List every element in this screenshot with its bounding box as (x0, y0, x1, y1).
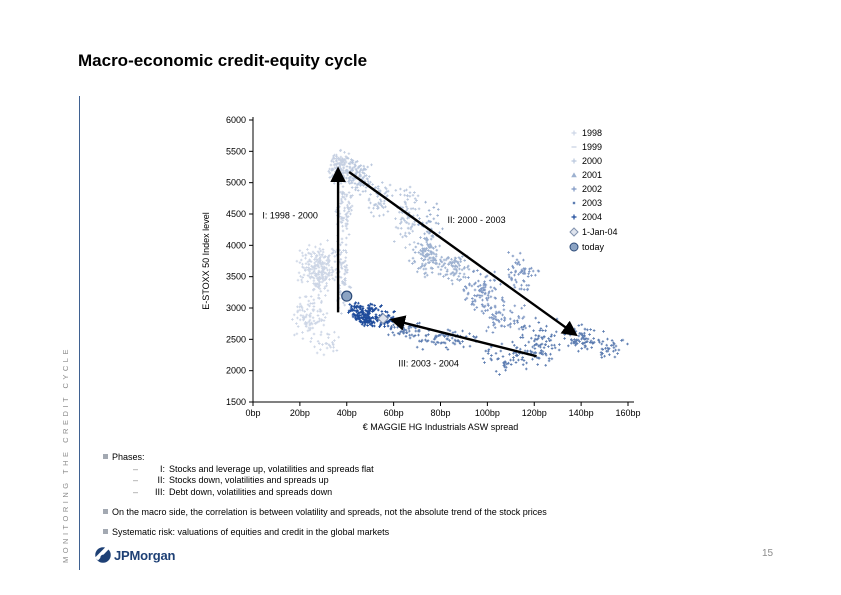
chart-container: I: 1998 - 2000 II: 2000 - 2003 III: 2003 -… (190, 105, 660, 450)
phase-text: Stocks and leverage up, volatilities and… (169, 463, 374, 474)
jpmorgan-logo: JPMorgan (94, 546, 175, 564)
cycle-arrow-3 (389, 315, 537, 358)
y-tick-label: 3000 (226, 303, 246, 313)
credit-equity-cycle-chart: I: 1998 - 2000 II: 2000 - 2003 III: 2003 -… (201, 115, 641, 432)
phases-heading-row: Phases: (103, 452, 783, 464)
cycle-arrow-2 (348, 171, 578, 337)
phase-annotation-3: III: 2003 - 2004 (398, 358, 459, 368)
legend-label-1999: 1999 (582, 142, 602, 152)
dash-icon: – (133, 475, 139, 485)
legend-label-2004: 2004 (582, 212, 602, 222)
y-tick-label: 2000 (226, 366, 246, 376)
bullet-item: On the macro side, the correlation is be… (103, 507, 783, 519)
y-tick-label: 4000 (226, 240, 246, 250)
x-tick-label: 100bp (475, 408, 500, 418)
side-label: MONITORING THE CREDIT CYCLE (61, 345, 70, 563)
y-tick-label: 3500 (226, 272, 246, 282)
marker-1-Jan-04 (377, 312, 389, 325)
legend-label-2000: 2000 (582, 156, 602, 166)
scatter-series-2001 (407, 200, 471, 286)
phase-numeral: II: (157, 475, 165, 485)
scatter-series-2002 (462, 251, 541, 334)
phases-heading: Phases: (112, 452, 145, 462)
legend-label-1998: 1998 (582, 128, 602, 138)
axes (249, 117, 634, 406)
x-tick-label: 120bp (522, 408, 547, 418)
x-tick-label: 80bp (430, 408, 450, 418)
x-tick-label: 40bp (337, 408, 357, 418)
y-axis-title: E-STOXX 50 Index level (201, 212, 211, 309)
footer-notes: Phases: – I: Stocks and leverage up, vol… (103, 452, 783, 538)
bullet-text: On the macro side, the correlation is be… (112, 507, 547, 517)
phase-text: Stocks down, volatilities and spreads up (169, 475, 329, 485)
scatter-series-2004 (347, 301, 396, 331)
phase-annotation-2: II: 2000 - 2003 (448, 215, 506, 225)
bullet-icon (103, 509, 108, 515)
dash-icon: – (133, 463, 139, 474)
legend: 1998 1999 2000 2001 2002 2003 2004 1-Jan-04 toda… (569, 128, 618, 252)
phase-text: Debt down, volatilities and spreads down (169, 486, 333, 497)
scatter-series-2000 (341, 157, 421, 249)
vertical-rule (79, 96, 80, 570)
phase-numeral: III: (154, 486, 165, 497)
y-tick-label: 1500 (226, 397, 246, 407)
bullet-text: Systematic risk: valuations of equities … (112, 526, 390, 537)
phase-numeral: I: (159, 463, 165, 474)
phase-item: – II: Stocks down, volatilities and spre… (133, 475, 783, 487)
page-number: 15 (762, 548, 774, 559)
x-tick-label: 140bp (569, 408, 594, 418)
x-tick-label: 20bp (290, 408, 310, 418)
logo-text: JPMorgan (114, 547, 176, 563)
legend-label-2003: 2003 (582, 198, 602, 208)
legend-label-today: today (582, 242, 605, 252)
bullet-icon (103, 454, 108, 460)
x-tick-label: 160bp (615, 408, 640, 418)
x-axis-title: € MAGGIE HG Industrials ASW spread (363, 422, 519, 432)
legend-label-2001: 2001 (582, 170, 602, 180)
legend-label-1-Jan-04: 1-Jan-04 (582, 227, 618, 237)
marker-today (341, 290, 353, 302)
x-tick-label: 60bp (384, 408, 404, 418)
y-tick-label: 4500 (226, 209, 246, 219)
phase-item: – III: Debt down, volatilities and sprea… (133, 487, 783, 499)
scatter-series-1998 (291, 239, 341, 357)
phase-item: – I: Stocks and leverage up, volatilitie… (133, 464, 783, 476)
legend-label-2002: 2002 (582, 184, 602, 194)
x-tick-label: 0bp (245, 408, 260, 418)
y-tick-label: 2500 (226, 334, 246, 344)
page-title: Macro-economic credit-equity cycle (78, 51, 368, 70)
y-tick-label: 6000 (226, 115, 246, 125)
y-tick-label: 5500 (226, 146, 246, 156)
y-tick-label: 5000 (226, 178, 246, 188)
bullet-icon (103, 528, 108, 534)
dash-icon: – (133, 486, 139, 497)
bullet-item: Systematic risk: valuations of equities … (103, 527, 783, 539)
phase-annotation-1: I: 1998 - 2000 (262, 210, 318, 220)
jpmorgan-logo-mark-icon (94, 546, 111, 563)
